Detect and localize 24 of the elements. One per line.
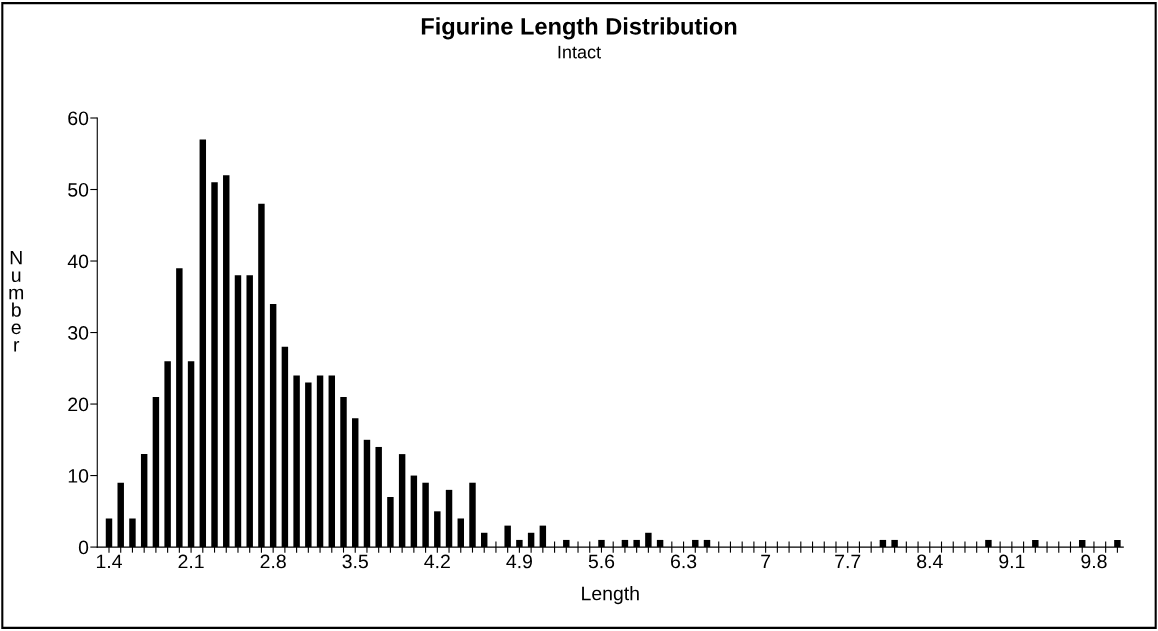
y-axis-title: Number (9, 250, 24, 352)
chart-subtitle: Intact (558, 45, 601, 59)
x-tick-label: 3.5 (342, 554, 368, 569)
y-tick-label: 20 (68, 397, 89, 412)
x-axis-title: Length (582, 586, 639, 605)
y-tick-label: 10 (68, 469, 89, 483)
x-tick-label: 2.1 (178, 554, 204, 569)
x-tick-label: 9.8 (1081, 554, 1107, 569)
x-tick-label: 4.2 (424, 554, 450, 569)
x-tick-label: 8.4 (917, 554, 943, 569)
y-tick-label: 60 (68, 111, 89, 126)
x-tick-label: 2.8 (260, 554, 286, 569)
y-tick-label: 50 (68, 182, 89, 197)
x-tick-label: 7.7 (835, 554, 861, 569)
y-tick-label: 0 (78, 540, 89, 555)
chart-title: Figurine Length Distribution (421, 17, 737, 40)
x-tick-label: 5.6 (588, 554, 615, 569)
x-tick-label: 6.3 (671, 554, 697, 569)
x-tick-label: 7 (761, 554, 771, 569)
y-tick-label: 40 (67, 254, 89, 269)
y-tick-label: 30 (68, 326, 89, 340)
x-tick-label: 1.4 (96, 554, 122, 569)
x-tick-label: 9.1 (999, 554, 1025, 569)
x-tick-label: 4.9 (506, 554, 532, 569)
